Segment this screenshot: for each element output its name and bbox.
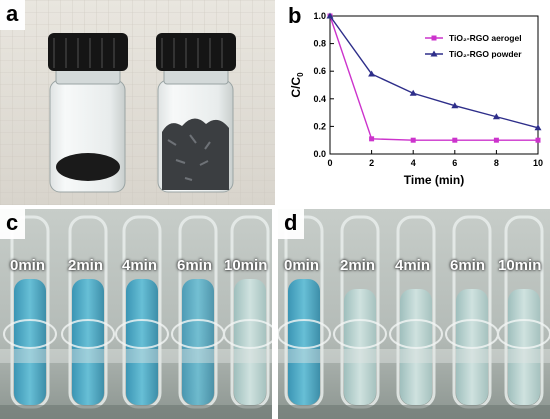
y-axis-label-main: C/C — [289, 77, 303, 98]
data-point-0 — [493, 137, 499, 143]
x-axis-label: Time (min) — [404, 173, 464, 187]
degradation-chart: 0 2 4 6 8 10 0.0 0.2 0.4 0.6 0.8 1.0 TiO₂-RGO aerog… — [278, 0, 550, 205]
panel-label-c: c — [0, 209, 26, 239]
y-tick-label: 0.0 — [313, 149, 326, 159]
photo-vials: a — [0, 0, 275, 205]
y-axis-label: C/C0 — [289, 72, 305, 98]
y-tick-label: 0.8 — [313, 39, 326, 49]
chart-canvas: 0 2 4 6 8 10 0.0 0.2 0.4 0.6 0.8 1.0 TiO₂-RGO aerog… — [289, 11, 543, 187]
legend-marker — [430, 50, 438, 57]
x-tick-label: 4 — [411, 158, 416, 168]
time-label-c-3: 6min — [177, 257, 213, 274]
y-tick-label: 0.4 — [313, 94, 326, 104]
legend-entry: TiO₂-RGO aerogel — [449, 33, 522, 43]
y-tick-label: 0.2 — [313, 121, 326, 131]
data-point-1 — [368, 70, 376, 77]
data-point-0 — [452, 137, 458, 143]
vials-photo-drawing — [0, 0, 275, 205]
plot-frame — [329, 15, 539, 155]
time-label-c-0: 0min — [10, 257, 46, 274]
time-label-d-3: 6min — [450, 257, 486, 274]
y-tick-label: 0.6 — [313, 66, 326, 76]
y-tick-label: 1.0 — [313, 11, 326, 21]
data-point-1 — [534, 124, 542, 131]
time-label-c-2: 4min — [122, 257, 158, 274]
x-tick-label: 2 — [369, 158, 374, 168]
x-tick-label: 10 — [533, 158, 543, 168]
data-point-0 — [369, 136, 375, 142]
y-axis-label-sub: 0 — [296, 72, 305, 77]
x-tick-label: 8 — [494, 158, 499, 168]
data-point-1 — [451, 102, 459, 109]
series-line-1 — [329, 15, 539, 129]
data-point-1 — [492, 113, 500, 120]
vial-aerogel — [48, 33, 128, 193]
photo-tubes-powder: d 0min 2min 4min 6min 10min — [278, 209, 550, 419]
data-point-1 — [326, 12, 334, 19]
tubes-photo-drawing-c — [0, 209, 272, 419]
time-label-d-4: 10min — [498, 257, 542, 274]
vial-powder — [156, 33, 236, 193]
series-line-0 — [329, 15, 538, 141]
legend-entry: TiO₂-RGO powder — [449, 49, 522, 59]
panel-label-d: d — [278, 209, 305, 239]
x-tick-label: 0 — [327, 158, 332, 168]
time-label-d-1: 2min — [340, 257, 376, 274]
panel-label-a: a — [0, 0, 26, 30]
legend-marker — [431, 35, 437, 41]
data-point-0 — [535, 137, 541, 143]
data-point-1 — [409, 89, 417, 96]
time-label-d-2: 4min — [395, 257, 431, 274]
time-label-c-4: 10min — [224, 257, 268, 274]
photo-tubes-aerogel: c 0min 2min 4min 6min 10min — [0, 209, 272, 419]
time-label-c-1: 2min — [68, 257, 104, 274]
time-label-d-0: 0min — [284, 257, 320, 274]
data-point-0 — [410, 137, 416, 143]
panel-label-b: b — [288, 3, 302, 28]
tubes-photo-drawing-d — [278, 209, 550, 419]
x-tick-label: 6 — [452, 158, 457, 168]
